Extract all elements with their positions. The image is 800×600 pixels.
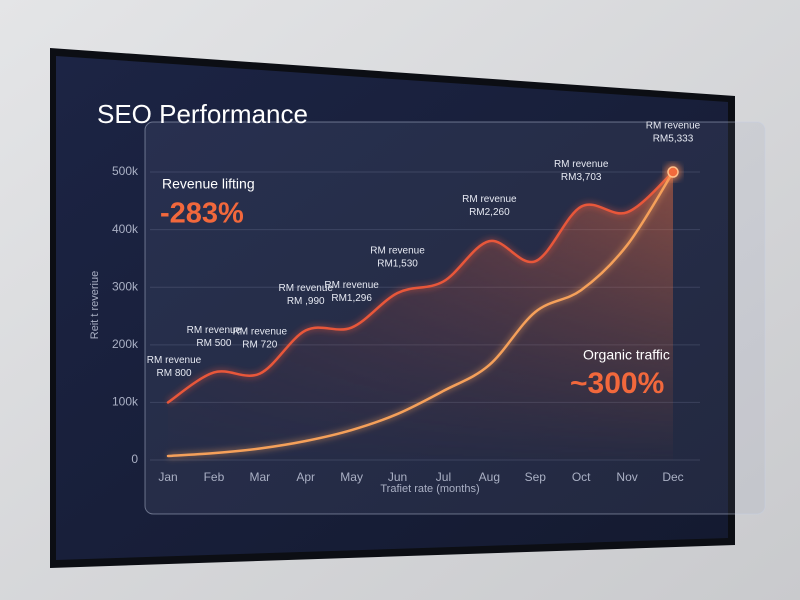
- point-label: RM1,296: [331, 293, 372, 304]
- point-label: RM 800: [156, 368, 191, 379]
- point-label: RM revenue: [233, 326, 288, 337]
- callout-value: -283%: [160, 198, 244, 230]
- x-tick-label: Dec: [662, 470, 683, 484]
- revenue-area: [168, 172, 673, 460]
- point-label: RM2,260: [469, 207, 510, 218]
- y-tick-label: 400k: [112, 222, 139, 236]
- y-axis-label: Reit t reveriue: [89, 271, 101, 339]
- line: [166, 170, 675, 458]
- point-label: RM revenue: [554, 159, 609, 170]
- point-label: RM revenue: [462, 194, 517, 205]
- point-label: RM revenue: [187, 325, 242, 336]
- x-tick-label: Apr: [296, 470, 315, 484]
- x-tick-label: Sep: [525, 470, 547, 484]
- x-tick-label: Jun: [388, 470, 407, 484]
- x-tick-label: Oct: [572, 470, 591, 484]
- callout-label: Revenue lifting: [162, 176, 255, 192]
- point-label: RM3,703: [561, 172, 602, 183]
- point-label: RM 720: [242, 339, 277, 350]
- callout-value: ~300%: [570, 367, 664, 400]
- point-label: RM5,333: [653, 134, 694, 145]
- point-label: RM revenue: [324, 280, 379, 291]
- line: [166, 170, 675, 404]
- point-label: RM revenue: [646, 121, 701, 132]
- point-label: RM revenue: [278, 283, 333, 294]
- end-point: [667, 166, 679, 178]
- x-tick-label: May: [340, 470, 363, 484]
- point-label: RM 500: [196, 338, 231, 349]
- point-label: RM revenue: [370, 246, 425, 257]
- point-label: RM ,990: [287, 296, 325, 307]
- y-tick-label: 300k: [112, 279, 139, 293]
- point-label: RM1,530: [377, 259, 418, 270]
- x-tick-label: Mar: [249, 470, 270, 484]
- y-tick-label: 200k: [112, 337, 139, 351]
- chart-title: SEO Performance: [97, 99, 308, 129]
- x-tick-label: Jan: [158, 470, 177, 484]
- x-tick-label: Jul: [436, 470, 451, 484]
- y-tick-label: 0: [131, 452, 138, 466]
- y-tick-label: 100k: [112, 395, 139, 409]
- x-axis-label: Trafiet rate (months): [380, 483, 479, 495]
- point-label: RM revenue: [147, 355, 202, 366]
- y-tick-label: 500k: [112, 164, 139, 178]
- x-tick-label: Aug: [479, 470, 500, 484]
- x-tick-label: Feb: [204, 470, 225, 484]
- x-tick-label: Nov: [616, 470, 637, 484]
- callout-label: Organic traffic: [583, 347, 670, 363]
